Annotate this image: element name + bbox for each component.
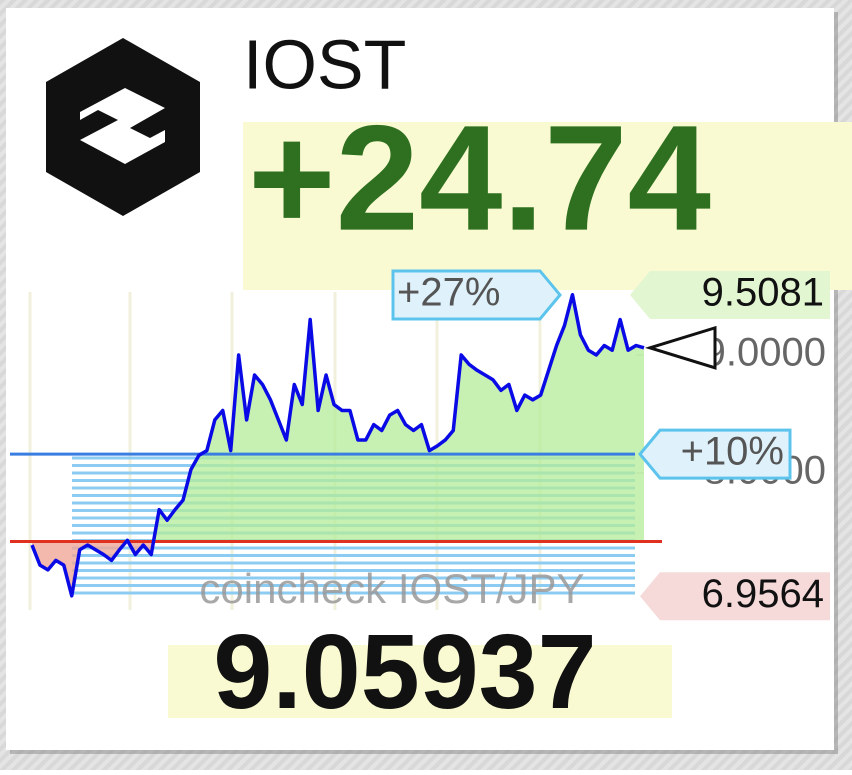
- ref-tag-bg: [638, 428, 792, 480]
- low-label: 6.9564: [702, 572, 824, 616]
- high-label: 9.5081: [702, 271, 824, 315]
- price-bg: [168, 645, 672, 718]
- price-line: [30, 292, 645, 598]
- plot: coincheck IOST/JPY8.00009.00009.50816.95…: [10, 269, 830, 621]
- low-label-bg: [640, 572, 830, 621]
- high-tag-bg: [391, 269, 562, 321]
- logo: [46, 38, 200, 216]
- change-bg: [243, 122, 852, 290]
- current-marker: [644, 325, 717, 370]
- ref-tag: +10%: [681, 430, 784, 474]
- high-tag: +27%: [397, 271, 500, 315]
- area-above: [126, 294, 644, 542]
- title: IOST: [243, 25, 406, 103]
- y-tick-label: 9.0000: [704, 331, 826, 375]
- price: 9.05937: [213, 613, 596, 731]
- change: +24.74: [248, 94, 711, 262]
- subtitle: coincheck IOST/JPY: [199, 565, 584, 612]
- high-label-bg: [630, 270, 830, 319]
